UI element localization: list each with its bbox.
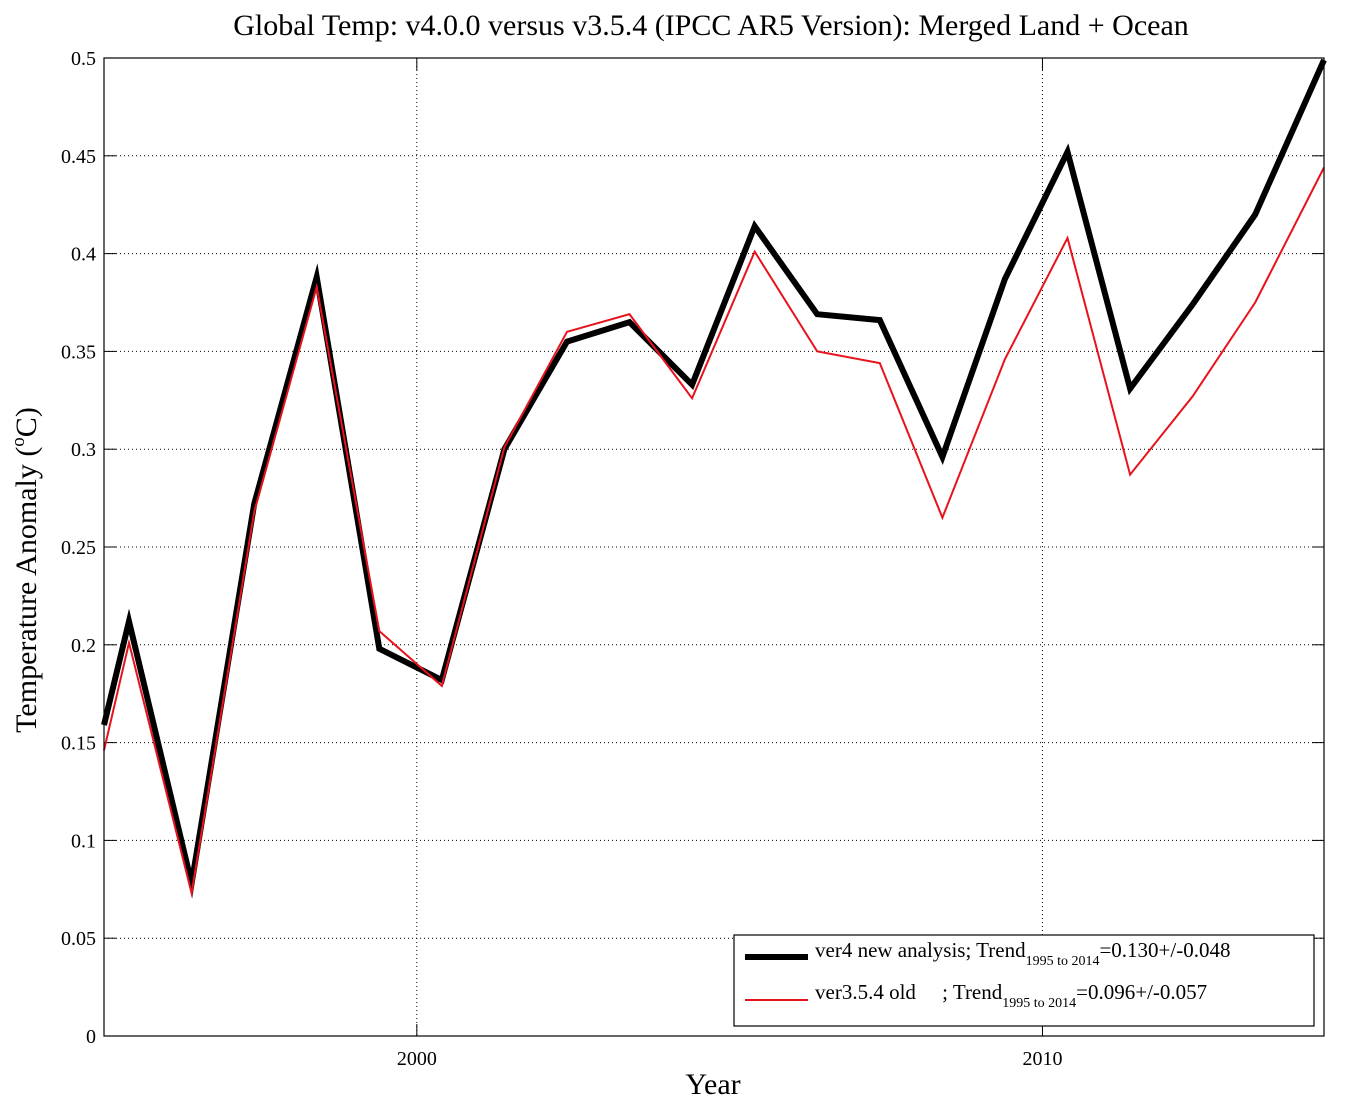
y-tick-label: 0.15 (61, 733, 96, 755)
plot-frame (103, 57, 1325, 1037)
y-axis-label-unit: C) (10, 407, 43, 437)
axis-ticks: 0 0.05 0.1 0.15 0.2 0.25 0.3 0.35 0.4 0.45 0.5 2000… (61, 48, 1324, 1070)
x-axis-label: Year (685, 1068, 740, 1101)
chart-title: Global Temp: v4.0.0 versus v3.5.4 (IPCC … (233, 9, 1189, 42)
y-tick-label: 0.2 (71, 635, 96, 657)
legend-ver4-name: ver4 new analysis; Trend (815, 938, 1026, 962)
y-tick-label: 0.05 (61, 928, 96, 950)
y-tick-label: 0.3 (71, 439, 96, 461)
legend-ver4-trend: =0.130+/-0.048 (1099, 938, 1230, 962)
x-tick-label: 2010 (1022, 1048, 1062, 1070)
legend-ver354-name: ver3.5.4 old ; Trend (815, 980, 1003, 1004)
y-axis-label-superscript: o (8, 437, 29, 447)
legend-ver354-trend: =0.096+/-0.057 (1076, 980, 1207, 1004)
y-tick-label: 0.45 (61, 146, 96, 168)
y-tick-label: 0 (86, 1026, 96, 1048)
legend-ver4-subscript: 1995 to 2014 (1026, 954, 1100, 969)
x-tick-label: 2000 (397, 1048, 437, 1070)
legend: ver4 new analysis; Trend1995 to 2014=0.1… (733, 934, 1315, 1027)
legend-entry-ver4: ver4 new analysis; Trend1995 to 2014=0.1… (815, 938, 1230, 969)
legend-ver354-subscript: 1995 to 2014 (1002, 996, 1076, 1011)
y-tick-label: 0.5 (71, 48, 96, 70)
y-tick-label: 0.4 (71, 244, 96, 266)
legend-entry-ver354: ver3.5.4 old ; Trend1995 to 2014=0.096+/… (815, 980, 1207, 1011)
y-tick-label: 0.35 (61, 341, 96, 363)
y-axis-label: Temperature Anomaly (oC) (8, 407, 43, 733)
y-axis-label-main: Temperature Anomaly ( (10, 447, 43, 733)
series-group (101, 58, 1327, 899)
series-line-ver354 (103, 167, 1325, 899)
legend-box (733, 934, 1315, 1027)
y-tick-label: 0.25 (61, 537, 96, 559)
y-tick-label: 0.1 (71, 830, 96, 852)
series-line-ver4 (101, 58, 1327, 899)
